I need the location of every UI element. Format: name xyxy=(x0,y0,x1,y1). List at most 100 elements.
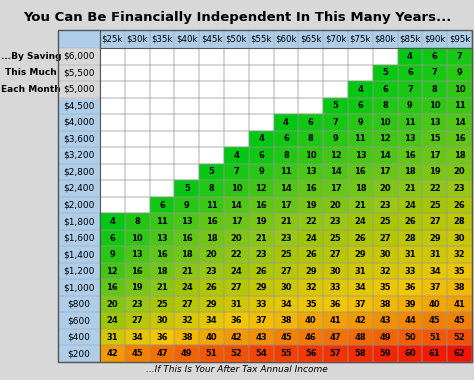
Text: 25: 25 xyxy=(379,217,391,226)
Bar xyxy=(125,296,150,312)
Bar xyxy=(150,279,174,296)
Text: ...If This Is Your After Tax Annual Income: ...If This Is Your After Tax Annual Inco… xyxy=(146,366,328,375)
Bar xyxy=(398,246,422,263)
Bar xyxy=(125,131,150,147)
Bar xyxy=(323,81,348,98)
Text: 59: 59 xyxy=(379,349,391,358)
Text: 28: 28 xyxy=(454,217,465,226)
Text: 18: 18 xyxy=(355,184,366,193)
Bar xyxy=(348,114,373,131)
Bar xyxy=(174,312,199,329)
Bar xyxy=(348,180,373,197)
Bar xyxy=(224,329,249,345)
Bar xyxy=(299,312,323,329)
Bar xyxy=(447,164,472,180)
Bar xyxy=(224,98,249,114)
Text: 16: 16 xyxy=(355,168,366,176)
Text: $55k: $55k xyxy=(250,35,272,43)
Bar xyxy=(150,98,174,114)
Bar xyxy=(398,345,422,362)
Bar xyxy=(348,98,373,114)
Text: 45: 45 xyxy=(131,349,143,358)
Bar xyxy=(398,98,422,114)
Bar xyxy=(125,279,150,296)
Bar xyxy=(348,263,373,279)
Bar xyxy=(323,279,348,296)
Bar xyxy=(174,197,199,213)
Text: 42: 42 xyxy=(230,333,242,342)
Bar xyxy=(373,48,398,65)
Bar xyxy=(125,279,150,296)
Bar xyxy=(150,230,174,246)
Bar xyxy=(125,197,150,213)
Bar xyxy=(447,164,472,180)
Text: 9: 9 xyxy=(357,118,363,127)
Bar xyxy=(199,345,224,362)
Bar xyxy=(299,147,323,164)
Bar xyxy=(100,180,125,197)
Text: $3,600: $3,600 xyxy=(63,135,95,143)
Bar xyxy=(273,329,299,345)
Bar xyxy=(398,114,422,131)
Bar xyxy=(299,279,323,296)
Text: This Much: This Much xyxy=(5,68,57,77)
Text: 16: 16 xyxy=(454,135,465,143)
Bar xyxy=(348,246,373,263)
Text: 35: 35 xyxy=(305,300,317,309)
Bar xyxy=(323,131,348,147)
Text: $800: $800 xyxy=(67,300,91,309)
Bar xyxy=(249,345,273,362)
Text: 35: 35 xyxy=(379,283,391,292)
Text: $2,000: $2,000 xyxy=(64,201,95,209)
Bar xyxy=(100,65,125,81)
Bar xyxy=(249,147,273,164)
Bar xyxy=(348,81,373,98)
Bar xyxy=(299,345,323,362)
Text: 26: 26 xyxy=(404,217,416,226)
Text: 6: 6 xyxy=(357,101,364,110)
Text: 30: 30 xyxy=(454,234,465,242)
Bar xyxy=(125,65,150,81)
Bar xyxy=(150,164,174,180)
Bar xyxy=(422,98,447,114)
Bar xyxy=(199,246,224,263)
Bar xyxy=(100,263,125,279)
Bar xyxy=(299,114,323,131)
Bar xyxy=(199,296,224,312)
Text: 29: 29 xyxy=(206,300,218,309)
Text: $35k: $35k xyxy=(151,35,173,43)
Bar xyxy=(447,98,472,114)
Text: $65k: $65k xyxy=(300,35,321,43)
Bar xyxy=(373,230,398,246)
Text: $1,800: $1,800 xyxy=(63,217,95,226)
Bar xyxy=(125,164,150,180)
Bar xyxy=(447,246,472,263)
Bar xyxy=(125,246,150,263)
Text: 7: 7 xyxy=(432,68,438,77)
Text: 8: 8 xyxy=(383,101,388,110)
Text: 34: 34 xyxy=(429,267,441,276)
Text: 5: 5 xyxy=(209,168,215,176)
Text: $400: $400 xyxy=(68,333,91,342)
Bar xyxy=(373,312,398,329)
Bar xyxy=(249,131,273,147)
Bar xyxy=(373,98,398,114)
Text: 38: 38 xyxy=(181,333,192,342)
Text: 41: 41 xyxy=(454,300,465,309)
Bar xyxy=(299,263,323,279)
Bar xyxy=(125,131,150,147)
Bar xyxy=(422,65,447,81)
Text: 7: 7 xyxy=(333,118,338,127)
Text: 25: 25 xyxy=(429,201,441,209)
Text: 21: 21 xyxy=(355,201,366,209)
Bar xyxy=(100,263,125,279)
Text: 34: 34 xyxy=(131,333,143,342)
Text: 8: 8 xyxy=(308,135,314,143)
Text: $45k: $45k xyxy=(201,35,222,43)
Text: 43: 43 xyxy=(255,333,267,342)
Bar xyxy=(323,213,348,230)
Bar xyxy=(224,345,249,362)
Text: 6: 6 xyxy=(432,52,438,61)
Text: 42: 42 xyxy=(355,316,366,325)
Bar xyxy=(422,147,447,164)
